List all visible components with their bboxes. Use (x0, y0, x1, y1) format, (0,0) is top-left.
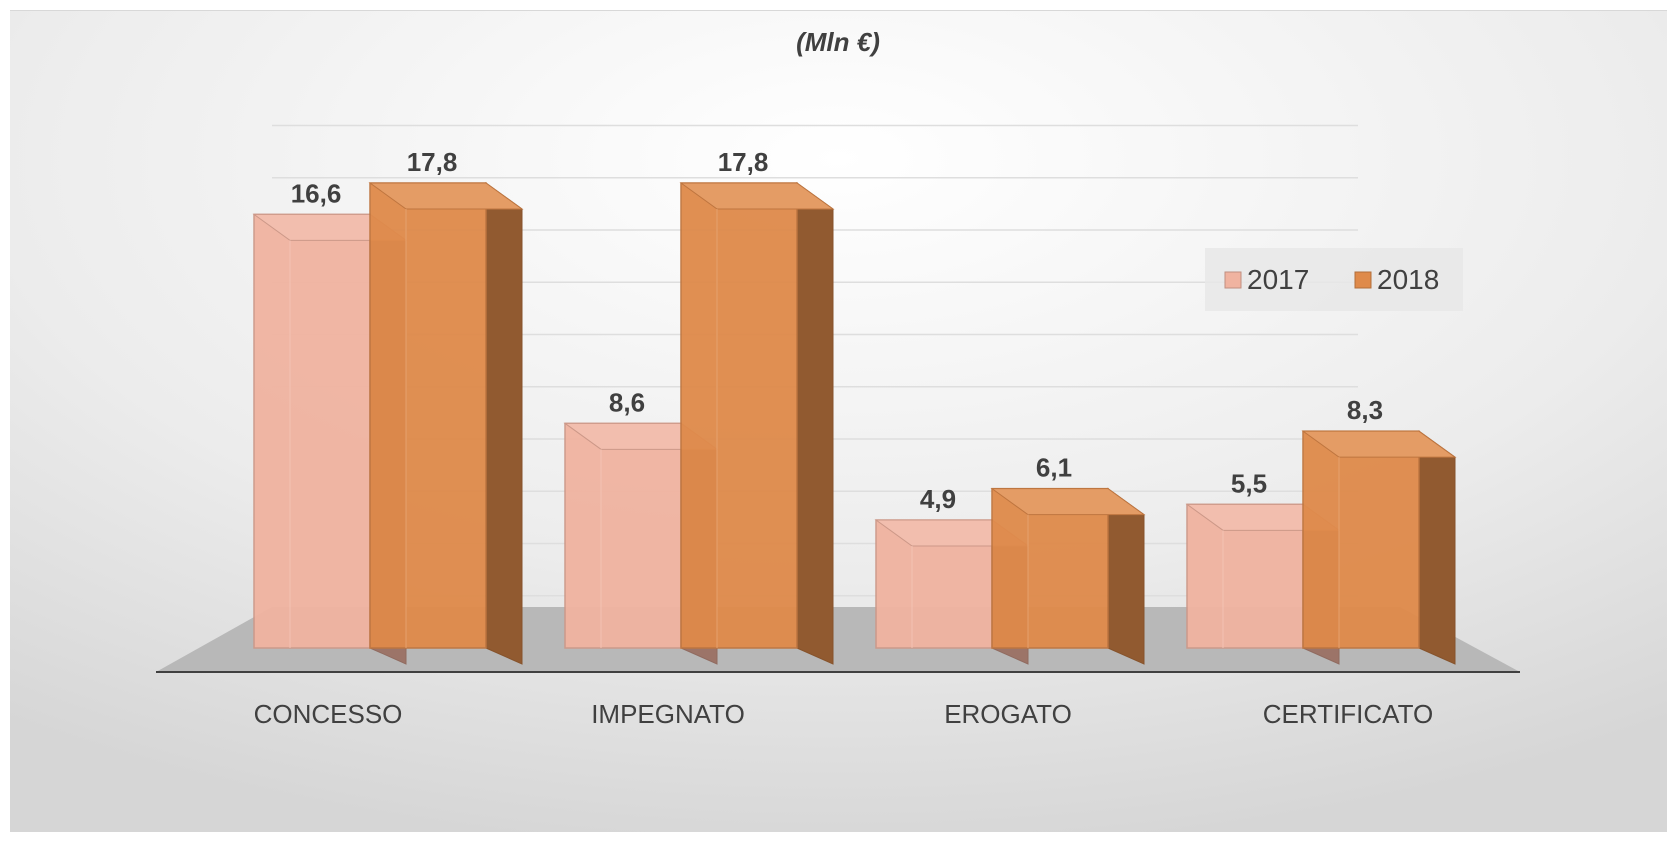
legend: 2017 2018 (1205, 248, 1463, 311)
legend-label: 2017 (1247, 264, 1309, 295)
chart-subtitle: (Mln €) (796, 27, 880, 57)
legend-background (1205, 248, 1463, 311)
data-label: 4,9 (920, 484, 956, 514)
data-label: 16,6 (291, 178, 342, 208)
bar-front (1302, 430, 1420, 649)
bar-top (990, 488, 1146, 516)
data-label: 5,5 (1231, 468, 1267, 498)
data-label: 17,8 (407, 147, 458, 177)
bar-2018-certificato (1301, 430, 1457, 665)
category-label: IMPEGNATO (591, 699, 745, 729)
bar-2018-concesso (368, 182, 524, 665)
bar-side (485, 182, 523, 665)
bar-front (369, 182, 487, 649)
bar-front (991, 487, 1109, 649)
bar-top (679, 182, 835, 210)
legend-swatch (1224, 271, 1242, 289)
bar-side (1418, 430, 1456, 665)
bar-front (564, 422, 682, 649)
bar-side (796, 182, 834, 665)
bar-2018-impegnato (679, 182, 835, 665)
category-label: CERTIFICATO (1263, 699, 1433, 729)
legend-swatch (1354, 271, 1372, 289)
data-label: 8,6 (609, 387, 645, 417)
legend-label: 2018 (1377, 264, 1439, 295)
category-label: EROGATO (944, 699, 1072, 729)
category-label: CONCESSO (254, 699, 403, 729)
bar-2018-erogato (990, 487, 1146, 665)
data-label: 8,3 (1347, 395, 1383, 425)
bar-front (253, 213, 371, 649)
data-label: 6,1 (1036, 453, 1072, 483)
chart-area: 16,6 17,8 CONCESSO 8,6 17,8 IMPEGNATO 4,9 6,1 ER… (10, 10, 1667, 832)
data-label: 17,8 (718, 147, 769, 177)
bar-top (1301, 430, 1457, 458)
bar-top (368, 182, 524, 210)
bar-front (680, 182, 798, 649)
bar-chart: 16,6 17,8 CONCESSO 8,6 17,8 IMPEGNATO 4,9 6,1 ER… (10, 11, 1667, 832)
